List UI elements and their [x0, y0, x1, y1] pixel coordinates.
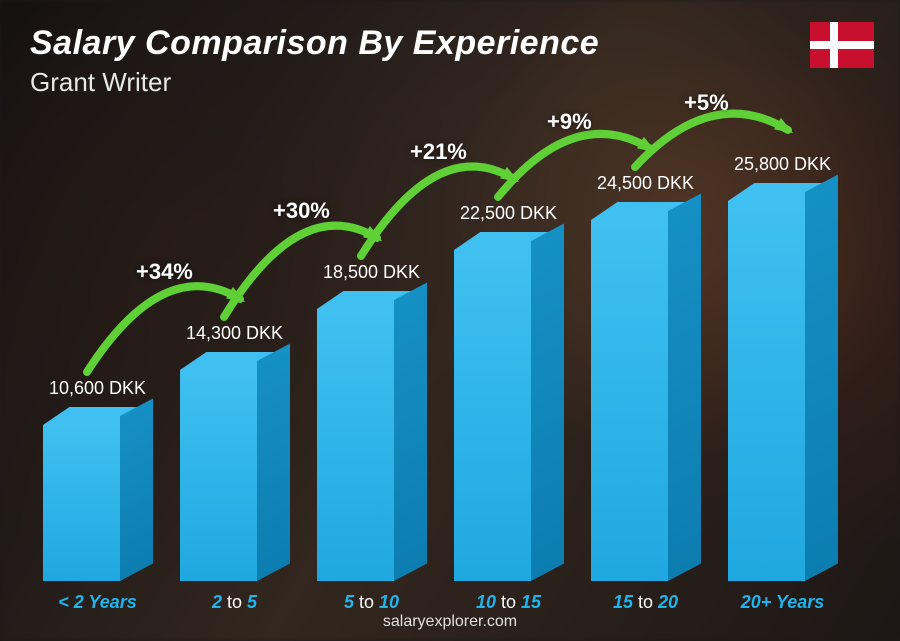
page-title: Salary Comparison By Experience [30, 24, 870, 63]
bar-category-label: < 2 Years [58, 592, 137, 613]
bar-category-label: 10 to 15 [476, 592, 541, 613]
increase-pct-label: +5% [684, 90, 729, 116]
bar-chart: 10,600 DKK < 2 Years 14,300 DKK [30, 120, 850, 581]
increase-pct-label: +30% [273, 198, 330, 224]
bar-shape [454, 232, 564, 581]
bar-1: 14,300 DKK 2 to 5 [175, 120, 294, 581]
bar-value-label: 24,500 DKK [597, 173, 694, 194]
bar-4: 24,500 DKK 15 to 20 [586, 120, 705, 581]
bars-container: 10,600 DKK < 2 Years 14,300 DKK [30, 120, 850, 581]
bar-category-label: 20+ Years [741, 592, 825, 613]
increase-pct-label: +34% [136, 259, 193, 285]
bar-0: 10,600 DKK < 2 Years [38, 120, 157, 581]
bar-value-label: 22,500 DKK [460, 203, 557, 224]
page-subtitle: Grant Writer [30, 67, 870, 98]
bar-5: 25,800 DKK 20+ Years [723, 120, 842, 581]
bar-3: 22,500 DKK 10 to 15 [449, 120, 568, 581]
bar-shape [317, 291, 427, 581]
bar-value-label: 25,800 DKK [734, 154, 831, 175]
denmark-flag-icon [810, 22, 874, 68]
bar-category-label: 15 to 20 [613, 592, 678, 613]
bar-category-label: 5 to 10 [344, 592, 399, 613]
bar-category-label: 2 to 5 [212, 592, 257, 613]
increase-pct-label: +21% [410, 139, 467, 165]
bar-value-label: 10,600 DKK [49, 378, 146, 399]
bar-value-label: 14,300 DKK [186, 323, 283, 344]
footer-credit: salaryexplorer.com [0, 613, 900, 631]
bar-shape [43, 407, 153, 581]
bar-shape [728, 183, 838, 581]
bar-shape [591, 202, 701, 581]
increase-pct-label: +9% [547, 109, 592, 135]
bar-value-label: 18,500 DKK [323, 262, 420, 283]
bar-shape [180, 352, 290, 581]
content-area: Salary Comparison By Experience Grant Wr… [0, 0, 900, 641]
bar-2: 18,500 DKK 5 to 10 [312, 120, 431, 581]
